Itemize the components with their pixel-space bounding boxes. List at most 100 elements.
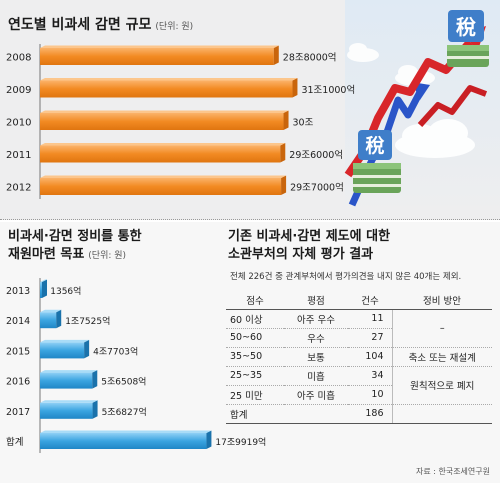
category-label: 2011 [6,150,31,161]
table-row: 25~35 미흡 34 원칙적으로 폐지 [226,366,492,405]
table-header-row: 점수 평점 건수 정비 방안 [226,291,492,310]
row-count: 104 [348,347,392,367]
category-label: 2017 [6,407,30,418]
bar-end-face [92,400,98,419]
row-score: 25 미만 [226,385,284,405]
header-grade: 평점 [284,291,348,310]
bar-top-face [40,279,47,282]
chart2-unit: (단위: 원) [88,251,127,261]
money-stack-icon: 稅 [447,10,489,67]
bar-end-face [281,175,287,195]
bar-top-face [40,45,279,48]
value-label: 1356억 [50,285,81,297]
row-score: 60 이상 [226,309,284,329]
tax-block-label: 稅 [456,15,476,39]
annual-exemption-bar-chart: 2008 28조8000억 2009 31조1000억 2010 30조 2011 29조60… [6,44,355,199]
value-label: 28조8000억 [283,52,337,64]
row-count: 11 [348,309,392,329]
bar-top-face [40,370,98,373]
total-count: 186 [348,404,392,424]
evaluation-table: 점수 평점 건수 정비 방안 60 이상 아주 우수 11 – 50~60 우수… [226,291,492,424]
category-label: 2008 [6,53,31,64]
bar [40,402,93,419]
eval-title-line2: 소관부처의 자체 평가 결과 [228,247,374,262]
table-row: 35~50 보통 104 축소 또는 재설계 [226,347,492,367]
category-label: 2012 [6,183,31,194]
header-count: 건수 [348,291,392,310]
bar-end-face [56,309,62,329]
cloud-icon [395,119,475,158]
value-label: 4조7703억 [93,345,138,357]
row-grade: 아주 미흡 [284,385,348,405]
row-score: 50~60 [226,328,284,348]
chart2-title-line1: 비과세·감면 정비를 통한 [8,229,142,244]
value-label: 29조6000억 [289,149,343,161]
section-divider [0,219,500,220]
row-count: 10 [348,385,392,405]
plan-cell: 축소 또는 재설계 [391,347,492,367]
row-grade: 미흡 [284,366,348,386]
bar [40,145,281,163]
bar-end-face [280,143,286,163]
value-label: 5조6508억 [101,376,146,388]
category-label: 2016 [6,377,30,388]
funding-target-bar-chart: 2013 1356억 2014 1조7525억 2015 4조7703억 2016 5조650… [6,278,266,453]
chart2-title: 비과세·감면 정비를 통한 재원마련 목표 (단위: 원) [8,228,142,265]
total-plan-empty [391,404,492,424]
bar [40,433,207,449]
row-grade: 우수 [284,328,348,348]
value-label: 5조6827억 [102,406,147,418]
bar-top-face [40,175,287,178]
category-label: 2013 [6,286,30,297]
bar-top-face [40,110,289,113]
header-score: 점수 [226,291,284,310]
bar [40,282,42,298]
category-label: 합계 [6,436,23,448]
bar-end-face [42,279,47,298]
bar-end-face [283,110,289,130]
category-label: 2014 [6,316,30,327]
row-grade: 아주 우수 [284,309,348,329]
red-arrow-line-2 [417,85,488,128]
bar-end-face [292,78,298,98]
value-label: 17조9919억 [215,436,266,448]
category-label: 2010 [6,118,31,129]
value-label: 29조7000억 [290,182,344,194]
value-label: 30조 [293,118,314,129]
table-total-row: 합계 186 [226,404,492,424]
table-row: 60 이상 아주 우수 11 – [226,309,492,348]
bar-end-face [84,339,90,359]
tax-block-label: 稅 [365,134,384,157]
category-label: 2009 [6,85,31,96]
bar [40,48,274,65]
bar-end-face [92,370,98,389]
chart2-title-line2: 재원마련 목표 [8,247,85,262]
bar [40,312,57,329]
bar-top-face [40,309,62,313]
row-count: 34 [348,366,392,386]
eval-title-line1: 기존 비과세·감면 제도에 대한 [228,229,391,244]
row-grade: 보통 [284,347,348,367]
bar-top-face [40,143,286,146]
bar [40,80,293,98]
chart1-unit: (단위: 원) [155,22,194,32]
bar [40,342,85,359]
plan-cell: – [391,309,492,348]
plan-cell: 원칙적으로 폐지 [391,366,492,405]
bar [40,113,284,130]
eval-table-title: 기존 비과세·감면 제도에 대한 소관부처의 자체 평가 결과 [228,228,390,264]
total-label: 합계 [226,404,284,424]
chart1-title: 연도별 비과세 감면 규모 (단위: 원) [8,14,193,34]
table-row: 50~60 우수 27 [226,328,492,348]
header-plan: 정비 방안 [392,291,492,310]
bar-top-face [40,400,98,403]
bar-top-face [40,430,212,433]
bar [40,178,282,195]
row-score: 25~35 [226,366,284,386]
cloud-icon [347,43,379,62]
row-count: 27 [348,328,392,348]
total-grade-empty [284,404,348,424]
chart1-title-text: 연도별 비과세 감면 규모 [8,17,152,33]
bar-end-face [206,430,212,449]
